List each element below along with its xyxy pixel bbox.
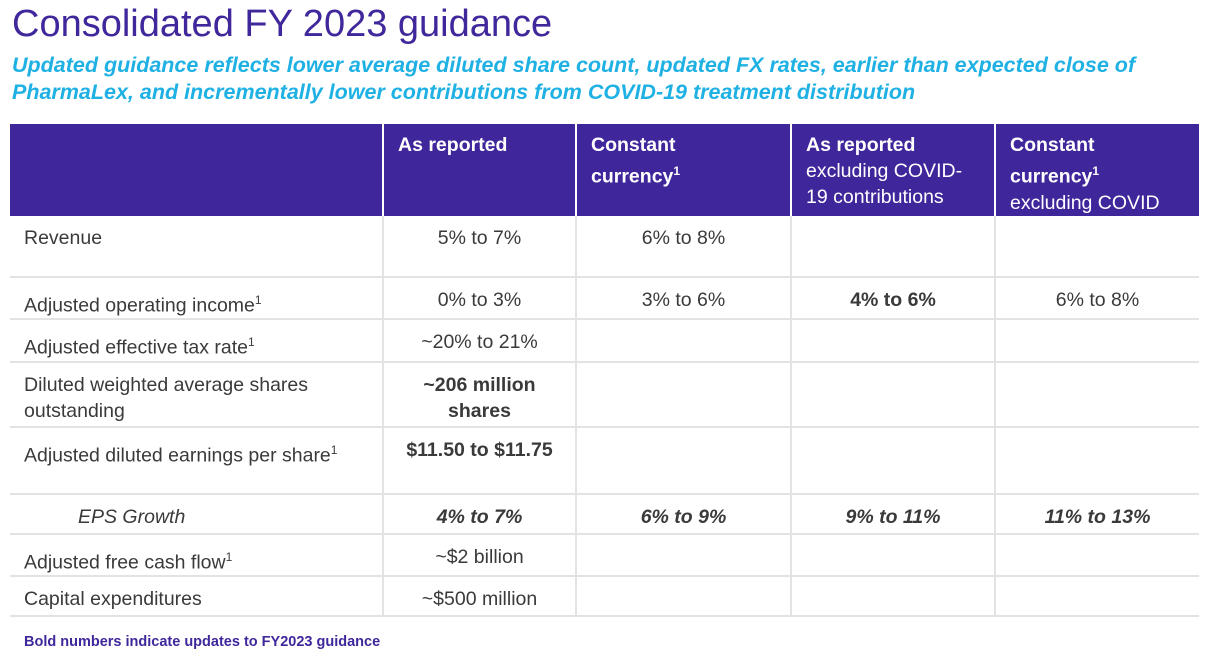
cell-as-reported-ex-covid: 9% to 11%: [790, 493, 995, 535]
table-row-free-cash-flow: Adjusted free cash flow1 ~$2 billion: [10, 533, 1199, 577]
cell-constant-currency-ex-covid: [994, 533, 1199, 577]
table-row-eps-growth: EPS Growth 4% to 7% 6% to 9% 9% to 11% 1…: [10, 493, 1199, 535]
page-subtitle: Updated guidance reflects lower average …: [12, 53, 1136, 104]
table-row-diluted-shares: Diluted weighted average shares outstand…: [10, 361, 1199, 428]
header-as-reported: As reported: [382, 124, 576, 216]
header-label: As reported: [398, 134, 508, 156]
header-label: currency: [591, 165, 674, 188]
cell-constant-currency-ex-covid: [994, 576, 1199, 617]
cell-constant-currency-ex-covid: 6% to 8%: [994, 276, 1199, 320]
footnote-marker: 1: [254, 292, 262, 307]
footnote: Bold numbers indicate updates to FY2023 …: [24, 634, 381, 650]
cell-constant-currency: 6% to 9%: [575, 493, 791, 535]
cell-constant-currency-ex-covid: [994, 215, 1199, 278]
guidance-table: As reported Constant currency1 As report…: [10, 124, 1199, 617]
cell-constant-currency: [575, 533, 791, 577]
cell-constant-currency: [575, 361, 791, 428]
page-title: Consolidated FY 2023 guidance: [12, 3, 553, 45]
row-label: Revenue: [10, 215, 383, 278]
cell-constant-currency: [575, 426, 791, 495]
cell-constant-currency-ex-covid: [994, 426, 1199, 495]
cell-as-reported: ~206 million shares: [382, 361, 576, 428]
row-label: Adjusted effective tax rate1: [10, 319, 383, 363]
row-label: Capital expenditures: [10, 576, 383, 617]
header-constant-currency-ex-covid: Constant currency1 excluding COVID: [994, 124, 1199, 216]
cell-constant-currency-ex-covid: 11% to 13%: [994, 493, 1199, 535]
header-sublabel: excluding COVID-19 contributions: [806, 160, 963, 208]
header-sublabel: excluding COVID: [1010, 191, 1160, 214]
cell-as-reported: 0% to 3%: [382, 276, 576, 320]
cell-constant-currency: [575, 576, 791, 617]
header-blank: [10, 124, 383, 216]
cell-as-reported: 4% to 7%: [382, 493, 576, 535]
table-row-adjusted-eps: Adjusted diluted earnings per share1 $11…: [10, 426, 1199, 495]
header-as-reported-ex-covid: As reported excluding COVID-19 contribut…: [790, 124, 995, 216]
footnote-marker: 1: [248, 335, 255, 349]
table-row-adjusted-effective-tax-rate: Adjusted effective tax rate1 ~20% to 21%: [10, 319, 1199, 363]
header-label: Constant: [1010, 134, 1095, 156]
cell-constant-currency-ex-covid: [994, 319, 1199, 363]
cell-as-reported-ex-covid: [790, 426, 995, 495]
cell-constant-currency: 3% to 6%: [575, 276, 791, 320]
row-label: Adjusted operating income1: [10, 276, 383, 320]
footnote-marker: 1: [330, 442, 338, 457]
header-label: currency: [1010, 165, 1093, 188]
row-label: Adjusted diluted earnings per share1: [10, 426, 383, 495]
footnote-marker: 1: [1092, 164, 1100, 178]
cell-as-reported: ~$500 million: [382, 576, 576, 617]
cell-as-reported-ex-covid: [790, 361, 995, 428]
table-row-adjusted-operating-income: Adjusted operating income1 0% to 3% 3% t…: [10, 276, 1199, 320]
cell-as-reported-ex-covid: [790, 319, 995, 363]
cell-as-reported-ex-covid: 4% to 6%: [790, 276, 995, 320]
cell-as-reported-ex-covid: [790, 215, 995, 278]
cell-as-reported-ex-covid: [790, 576, 995, 617]
cell-constant-currency: [575, 319, 791, 363]
cell-as-reported: 5% to 7%: [382, 215, 576, 278]
table-row-capex: Capital expenditures ~$500 million: [10, 576, 1199, 617]
table-header-row: As reported Constant currency1 As report…: [10, 124, 1199, 216]
cell-as-reported-ex-covid: [790, 533, 995, 577]
footnote-marker: 1: [225, 549, 233, 564]
header-constant-currency: Constant currency1: [575, 124, 791, 216]
cell-constant-currency-ex-covid: [994, 361, 1199, 428]
cell-constant-currency: 6% to 8%: [575, 215, 791, 278]
cell-as-reported: ~20% to 21%: [382, 319, 576, 363]
header-label: Constant: [591, 134, 676, 156]
row-label: EPS Growth: [10, 493, 383, 535]
footnote-marker: 1: [673, 164, 681, 178]
cell-as-reported: ~$2 billion: [382, 533, 576, 577]
cell-as-reported: $11.50 to $11.75: [382, 426, 576, 495]
row-label: Adjusted free cash flow1: [10, 533, 383, 577]
header-label: As reported: [806, 134, 916, 156]
table-row-revenue: Revenue 5% to 7% 6% to 8%: [10, 215, 1199, 278]
row-label: Diluted weighted average shares outstand…: [10, 361, 383, 428]
